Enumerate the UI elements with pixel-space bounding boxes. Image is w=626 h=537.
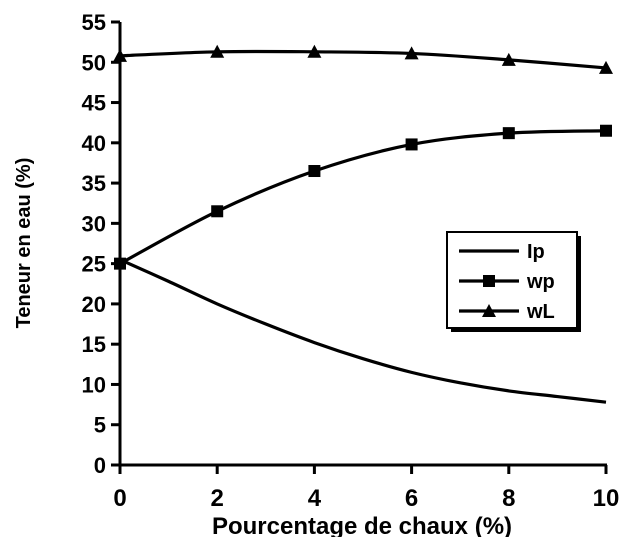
y-tick-label: 40	[82, 131, 106, 156]
data-point-wl	[113, 48, 127, 62]
legend-marker-wp	[483, 275, 495, 287]
legend-label-wl: wL	[526, 301, 555, 323]
data-point-wp	[211, 205, 224, 218]
y-tick-label: 30	[82, 211, 106, 236]
x-axis-title: Pourcentage de chaux (%)	[212, 513, 512, 537]
data-point-wp	[502, 127, 515, 140]
y-tick-label: 50	[82, 50, 106, 75]
x-tick-label: 0	[113, 485, 126, 512]
y-tick-label: 15	[82, 332, 106, 357]
x-tick-label: 6	[405, 485, 418, 512]
y-tick-label: 5	[94, 413, 106, 438]
axes: 0 5 10 15 20 25 30 35 40 45 50 55 0 2 4 6 8 10	[82, 10, 620, 512]
legend: Ip wp wL	[446, 231, 581, 332]
data-point-wp	[405, 138, 418, 151]
y-tick-label: 20	[82, 292, 106, 317]
y-tick-label: 55	[82, 10, 106, 35]
x-tick-label: 4	[308, 485, 322, 512]
legend-label-wp: wp	[526, 271, 555, 293]
data-point-wp	[308, 165, 321, 178]
data-point-wp	[114, 257, 126, 270]
legend-label-ip: Ip	[527, 241, 545, 263]
data-point-wp	[600, 124, 612, 137]
series-wl	[113, 44, 613, 74]
x-tick-label: 8	[502, 485, 515, 512]
y-tick-label: 0	[94, 453, 106, 478]
series-wp	[114, 124, 612, 270]
y-tick-label: 25	[82, 252, 106, 277]
data-point-wl	[307, 44, 322, 58]
series-line-wl	[119, 49, 607, 70]
y-tick-label: 10	[82, 372, 106, 397]
legend-marker-wl	[482, 304, 496, 317]
data-point-wl	[599, 60, 613, 74]
data-point-wl	[501, 52, 516, 66]
data-point-wl	[404, 46, 419, 60]
y-axis-title: Teneur en eau (%)	[13, 158, 35, 329]
series-line-ip	[119, 258, 607, 404]
x-tick-label: 2	[211, 485, 224, 512]
series-ip	[119, 258, 607, 404]
y-tick-label: 35	[82, 171, 106, 196]
y-tick-label: 45	[82, 91, 106, 116]
x-tick-label: 10	[593, 485, 620, 512]
data-point-wl	[210, 44, 225, 58]
series-layer	[113, 44, 613, 404]
